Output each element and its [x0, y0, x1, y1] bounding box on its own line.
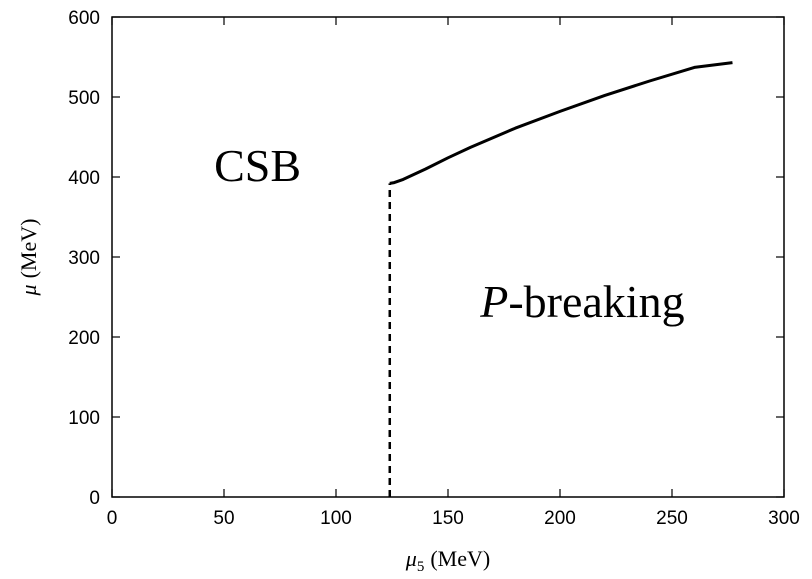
y-tick-label: 400 [68, 168, 100, 189]
series-layer [388, 61, 733, 497]
region-label-p-breaking: P-breaking [479, 276, 684, 327]
y-axis-label-symbol: μ [16, 284, 41, 296]
y-tick-label: 500 [68, 88, 100, 109]
x-axis-label-symbol: μ [405, 546, 417, 571]
x-tick-label: 0 [107, 508, 118, 529]
y-tick-label: 100 [68, 408, 100, 429]
region-label-p-italic: P [479, 276, 508, 327]
plot-frame [111, 16, 785, 498]
x-axis-label-unit: (MeV) [430, 546, 490, 571]
series-line-solid-boundary [389, 61, 733, 185]
y-axis-label-unit: (MeV) [16, 219, 41, 279]
x-tick-label: 200 [544, 508, 576, 529]
x-axis-label: μ5 (MeV) [405, 546, 490, 575]
ticks-layer: 0 50 100 150 200 250 300 0 100 200 300 400 500 600 [68, 8, 800, 529]
y-tick-label: 0 [89, 488, 100, 509]
x-tick-label: 50 [213, 508, 234, 529]
region-label-breaking: -breaking [508, 276, 684, 327]
x-tick-label: 250 [656, 508, 688, 529]
annotation-layer: CSB P-breaking [214, 140, 684, 327]
region-label-csb: CSB [214, 140, 301, 191]
y-axis-label: μ (MeV) [16, 219, 41, 297]
y-tick-label: 200 [68, 328, 100, 349]
x-tick-label: 300 [768, 508, 800, 529]
x-axis-label-subscript: 5 [417, 559, 425, 575]
x-tick-label: 150 [432, 508, 464, 529]
y-tick-label: 600 [68, 8, 100, 29]
y-tick-label: 300 [68, 248, 100, 269]
x-tick-label: 100 [320, 508, 352, 529]
